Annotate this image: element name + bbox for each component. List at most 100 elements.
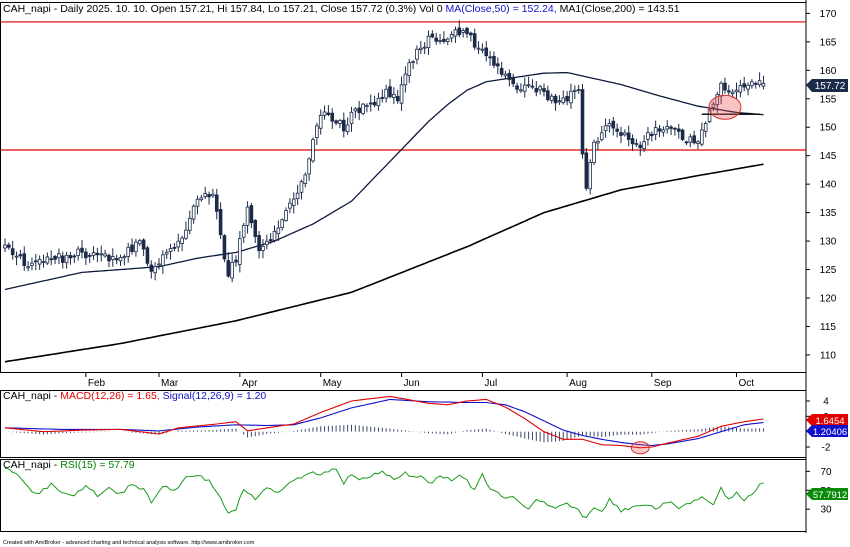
- candle-body-up: [361, 103, 365, 114]
- candle: [149, 260, 154, 279]
- candle: [715, 91, 720, 113]
- candle: [507, 69, 512, 87]
- candle: [549, 93, 554, 104]
- macd-pane: [4, 395, 764, 455]
- candle: [522, 77, 527, 98]
- pane-frame-0: [0, 2, 807, 373]
- candle-body-up: [634, 143, 639, 145]
- candle-body-down: [469, 32, 473, 36]
- candle-body-up: [399, 84, 404, 104]
- crossover-highlight: [708, 94, 742, 120]
- rsi-tick-label: 70: [820, 467, 832, 478]
- candle: [365, 103, 369, 113]
- candle: [700, 122, 704, 147]
- candle: [411, 60, 415, 70]
- candle-body-up: [384, 88, 388, 99]
- price-tick-label: 140: [820, 180, 837, 191]
- candle-body-down: [511, 77, 515, 85]
- candle: [407, 59, 412, 83]
- candle: [130, 238, 134, 255]
- candle-body-down: [680, 129, 685, 140]
- candle-body-up: [734, 89, 739, 93]
- candle: [569, 83, 573, 109]
- candle: [357, 101, 361, 121]
- candle-body-up: [623, 132, 627, 136]
- candle: [164, 249, 169, 259]
- candle-body-up: [422, 46, 427, 49]
- candle-body-up: [576, 89, 581, 92]
- candle-body-up: [137, 240, 142, 245]
- candle: [276, 220, 281, 241]
- price-tick-label: 145: [820, 151, 837, 162]
- candle: [642, 135, 646, 152]
- candle: [84, 248, 88, 265]
- candle-body-down: [214, 194, 219, 212]
- candle-body-down: [465, 27, 469, 35]
- candle: [30, 257, 34, 271]
- candle-body-up: [37, 258, 42, 265]
- candle-body-down: [534, 88, 539, 93]
- candle-body-down: [68, 255, 73, 259]
- candle: [403, 66, 408, 93]
- candle-body-down: [472, 33, 477, 48]
- candle-body-down: [10, 248, 15, 256]
- candle-body-down: [727, 90, 731, 93]
- candle: [734, 82, 739, 100]
- candle-body-up: [522, 84, 527, 92]
- candle: [623, 129, 627, 137]
- candle: [226, 252, 231, 278]
- candle-body-up: [118, 256, 123, 262]
- month-label-jun: Jun: [404, 378, 420, 389]
- candle: [515, 82, 519, 94]
- candle-body-down: [669, 126, 673, 129]
- candle-body-up: [349, 111, 354, 124]
- price-header-symbol: CAH_napi: [3, 3, 51, 15]
- value-axes: 110 115 120 125 130 135 140 145 150 155 160 165 170 4…: [85, 9, 837, 516]
- candle-body-up: [264, 240, 269, 246]
- candle: [761, 75, 766, 90]
- candle-body-down: [492, 55, 496, 66]
- candle: [122, 254, 127, 266]
- candle: [315, 122, 319, 145]
- candle: [18, 249, 23, 260]
- candle: [673, 127, 677, 136]
- candle: [303, 172, 308, 188]
- candle-body-up: [64, 254, 69, 264]
- candle-body-down: [630, 138, 635, 145]
- rsi-badge-shape: [806, 488, 848, 500]
- candle: [241, 222, 246, 244]
- candle-body-up: [661, 129, 666, 133]
- price-tick-label: 135: [820, 208, 837, 219]
- candle-body-up: [719, 82, 723, 97]
- candle-body-up: [750, 81, 754, 87]
- candle: [530, 79, 535, 90]
- candle-body-down: [657, 128, 662, 132]
- candle: [457, 20, 462, 38]
- candle: [750, 79, 754, 89]
- macd-header-label: MACD(12,26) = 1.65,: [60, 390, 160, 402]
- candle-body-up: [596, 140, 600, 144]
- candle-body-down: [95, 252, 100, 256]
- candle: [295, 184, 300, 206]
- candle-body-down: [49, 258, 53, 261]
- candle-body-up: [376, 97, 381, 107]
- candle-body-up: [245, 206, 250, 226]
- price-header: CAH_napi - Daily 2025. 10. 10. Open 157.…: [3, 3, 680, 15]
- price-badge-value: 157.72: [815, 81, 846, 92]
- month-label-mar: Mar: [161, 378, 179, 389]
- candle-body-up: [99, 253, 104, 256]
- month-label-apr: Apr: [242, 378, 258, 389]
- macd-cross-highlight: [630, 441, 650, 455]
- candle: [264, 234, 269, 250]
- candle-body-up: [187, 217, 192, 231]
- candle-body-down: [507, 72, 512, 80]
- candle-body-down: [499, 67, 504, 75]
- candle: [291, 192, 296, 214]
- candle-body-up: [403, 73, 408, 86]
- candle-body-down: [130, 244, 134, 252]
- candle-body-up: [153, 265, 157, 274]
- candle: [168, 243, 173, 260]
- signal-header-label: Signal(12,26,9) = 1.20: [160, 390, 267, 402]
- candle: [676, 123, 681, 139]
- candle-body-up: [588, 161, 592, 190]
